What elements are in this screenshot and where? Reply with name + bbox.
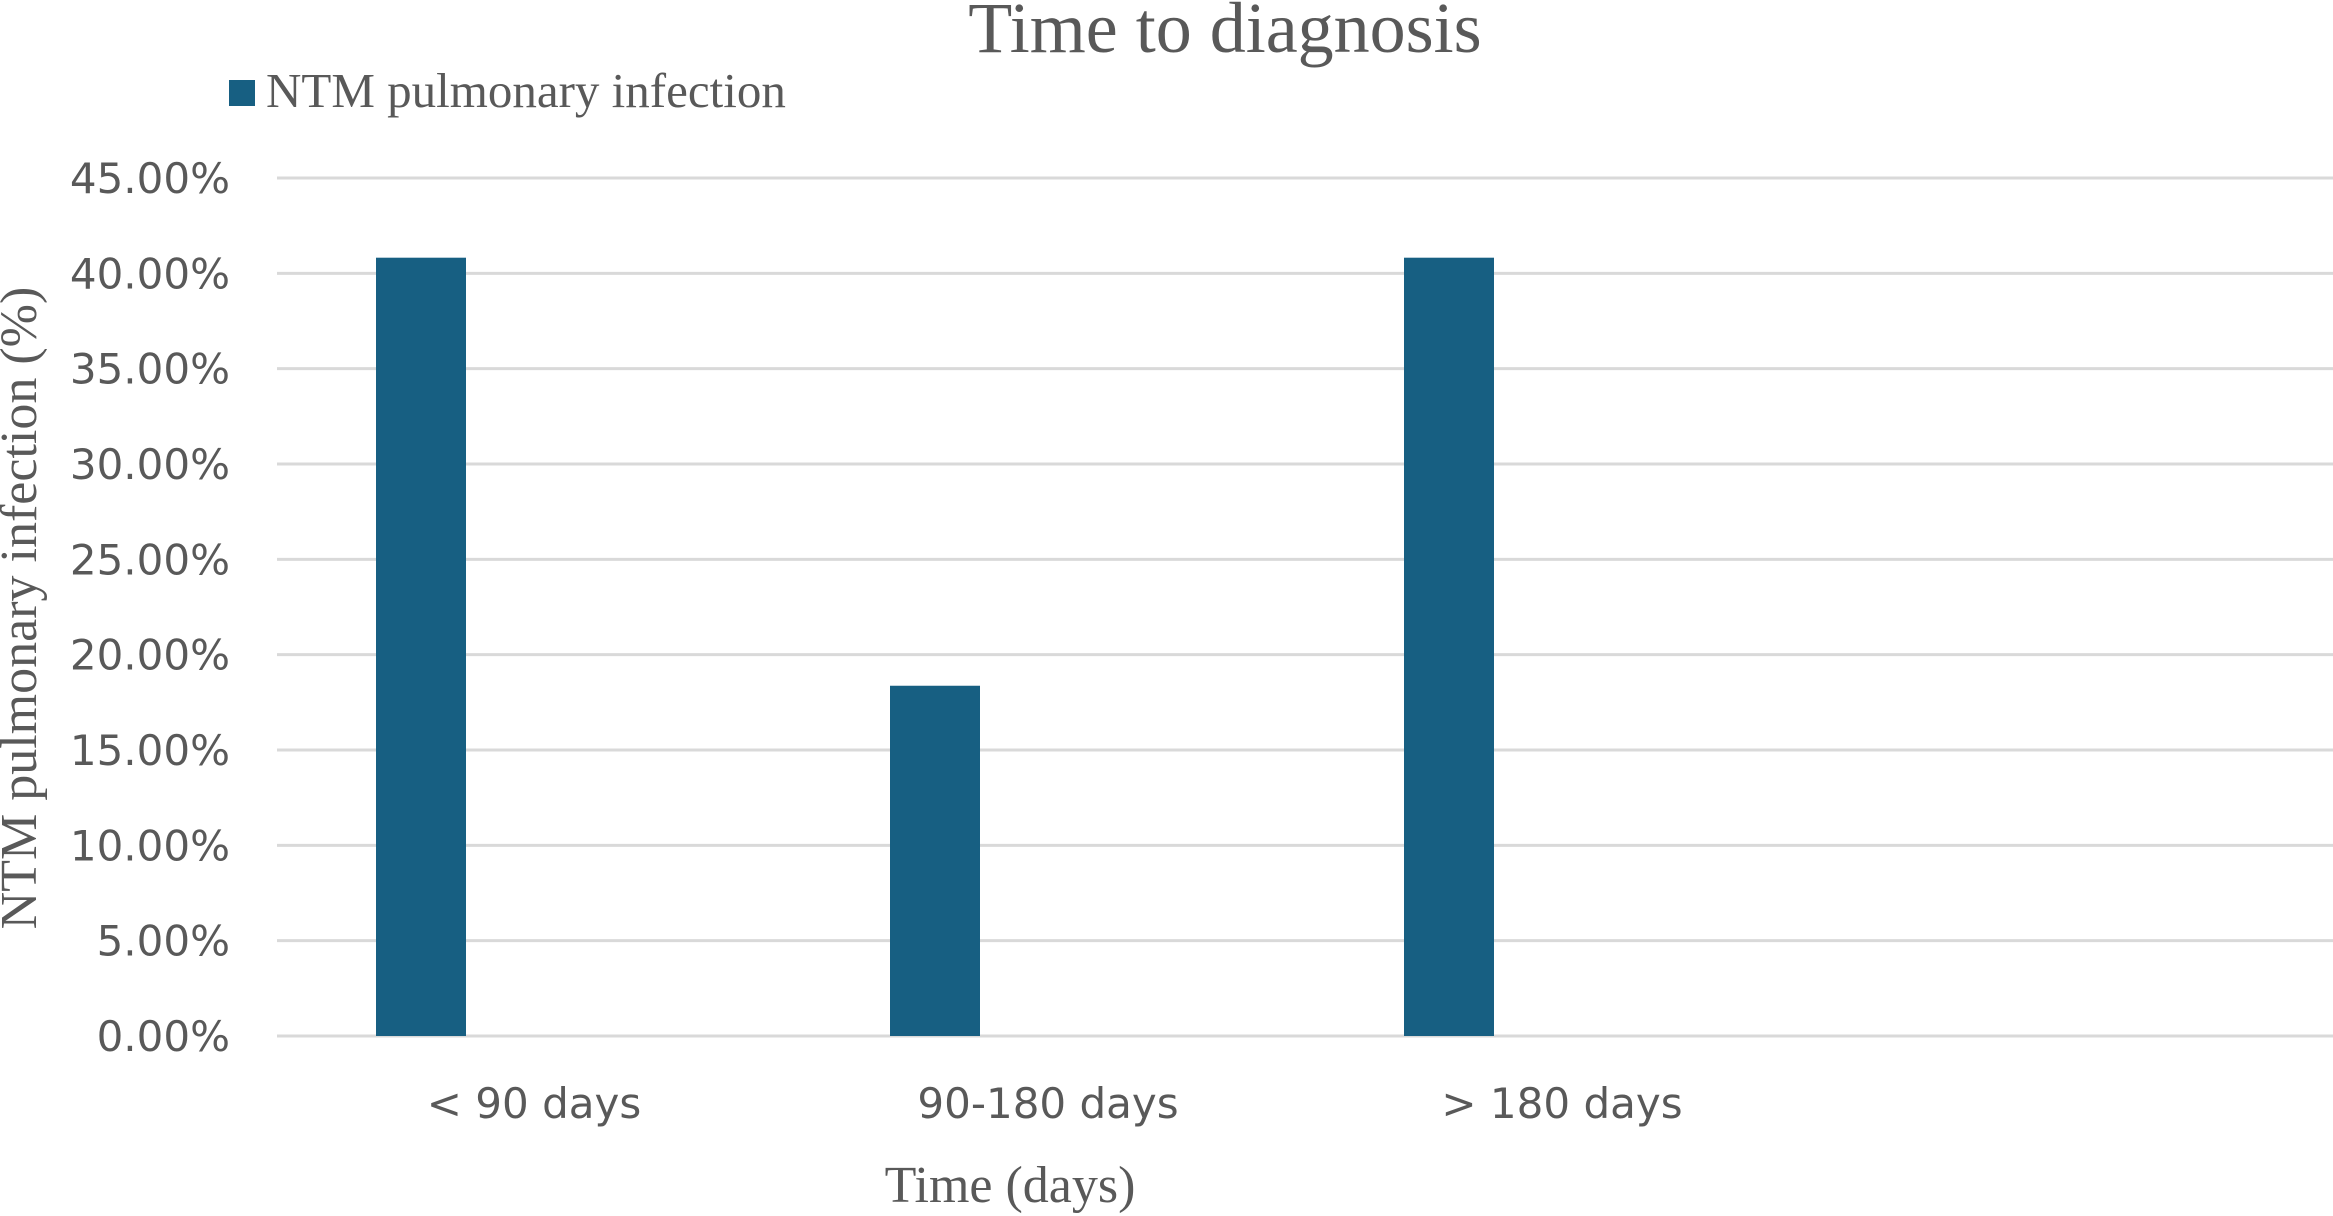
y-tick-labels: 0.00% 5.00% 10.00% 15.00% 20.00% 25.00% 30.00%… <box>70 154 230 1061</box>
y-tick-label: 15.00% <box>70 726 230 775</box>
y-tick-label: 25.00% <box>70 535 230 584</box>
y-tick-label: 20.00% <box>70 631 230 680</box>
gridlines <box>277 176 2333 1038</box>
y-tick-label: 0.00% <box>97 1012 230 1061</box>
legend: NTM pulmonary infection <box>229 63 786 118</box>
x-tick-labels: < 90 days 90-180 days > 180 days <box>427 1079 1683 1128</box>
x-axis-title: Time (days) <box>885 1157 1136 1214</box>
y-tick-label: 45.00% <box>70 154 230 203</box>
y-axis-title: NTM pulmonary infection (%) <box>0 287 48 930</box>
bars <box>376 257 1494 1036</box>
y-tick-label: 30.00% <box>70 440 230 489</box>
y-tick-label: 5.00% <box>97 917 230 966</box>
y-tick-label: 35.00% <box>70 345 230 394</box>
y-tick-label: 10.00% <box>70 821 230 870</box>
chart-title: Time to diagnosis <box>968 0 1481 68</box>
x-tick-label: 90-180 days <box>917 1079 1178 1128</box>
bar <box>376 257 466 1036</box>
x-tick-label: > 180 days <box>1441 1079 1682 1128</box>
bar <box>890 685 980 1036</box>
bar <box>1404 257 1494 1036</box>
legend-label: NTM pulmonary infection <box>266 63 786 118</box>
legend-swatch <box>229 80 255 106</box>
y-tick-label: 40.00% <box>70 249 230 298</box>
x-tick-label: < 90 days <box>427 1079 641 1128</box>
